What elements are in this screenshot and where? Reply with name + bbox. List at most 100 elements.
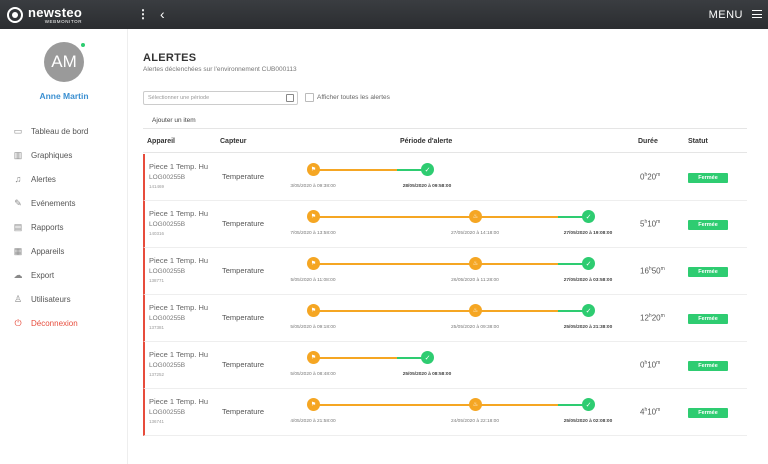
duration-cell: 0h10m <box>640 360 660 370</box>
timeline-segment <box>475 404 558 406</box>
alarm-icon[interactable]: ♨ <box>469 257 482 270</box>
sidebar-item-label: Tableau de bord <box>31 126 89 136</box>
chevron-left-icon[interactable]: ‹ <box>160 6 165 22</box>
duration-minutes-unit: m <box>660 266 665 272</box>
device-id: 140316 <box>149 231 165 236</box>
pencil-icon: ✎ <box>14 197 22 208</box>
status-badge: Fermée <box>688 220 728 230</box>
sidebar-item-6[interactable]: ☁ Export <box>12 263 88 287</box>
sidebar-item-5[interactable]: ▦ Appareils <box>12 239 88 263</box>
timeline-mid-date: 25/05/2020 à 09:38:00 <box>450 325 500 330</box>
alarm-icon[interactable]: ♨ <box>469 398 482 411</box>
user-name[interactable]: Anne Martin <box>39 91 89 101</box>
alarm-icon[interactable]: ♨ <box>469 210 482 223</box>
users-icon: ♙ <box>13 293 23 304</box>
duration-hours-unit: h <box>644 407 648 413</box>
device-name: Piece 1 Temp. Hu <box>149 256 209 265</box>
duration-minutes: 10 <box>647 407 657 417</box>
duration-minutes-unit: m <box>656 360 661 366</box>
sidebar-item-8[interactable]: ⏻ Déconnexion <box>12 311 88 335</box>
duration-hours: 16 <box>640 266 649 276</box>
timeline-segment <box>558 404 588 406</box>
duration-hours: 5 <box>640 219 645 229</box>
check-icon[interactable]: ✓ <box>582 210 595 223</box>
flag-icon[interactable]: ⚑ <box>307 257 320 270</box>
main-content: ALERTES Alertes déclenchées sur l'enviro… <box>129 29 768 464</box>
alarm-icon[interactable]: ♨ <box>469 304 482 317</box>
flag-icon[interactable]: ⚑ <box>307 351 320 364</box>
document-icon: ▤ <box>13 221 23 232</box>
check-icon[interactable]: ✓ <box>582 398 595 411</box>
table-row[interactable]: Piece 1 Temp. Hu LOG00255B 137252 Temperatu… <box>143 342 747 389</box>
sidebar-item-1[interactable]: ▥ Graphiques <box>12 143 88 167</box>
timeline-start-date: 5/05/2020 à 08:48:00 <box>290 372 336 377</box>
table-row[interactable]: Piece 1 Temp. Hu LOG00255B 137381 Temperatu… <box>143 295 747 342</box>
period-placeholder: Sélectionner une période <box>148 95 210 101</box>
timeline-end-date: 27/05/2020 à 19:08:00 <box>563 231 613 236</box>
duration-cell: 0h20m <box>640 172 660 182</box>
hamburger-icon[interactable] <box>752 10 762 18</box>
check-icon[interactable]: ✓ <box>582 257 595 270</box>
flag-icon[interactable]: ⚑ <box>307 163 320 176</box>
sidebar-item-7[interactable]: ♙ Utilisateurs <box>12 287 88 311</box>
duration-hours: 12 <box>640 313 649 323</box>
sidebar-item-2[interactable]: ♫ Alertes <box>12 167 88 191</box>
sidebar-item-0[interactable]: ▭ Tableau de bord <box>12 119 89 143</box>
check-icon[interactable]: ✓ <box>421 351 434 364</box>
device-name: Piece 1 Temp. Hu <box>149 350 209 359</box>
duration-hours: 0 <box>640 172 645 182</box>
flag-icon[interactable]: ⚑ <box>307 304 320 317</box>
device-cell: Piece 1 Temp. Hu LOG00255B 136741 <box>149 397 208 424</box>
timeline-end-date: 27/05/2020 à 03:58:00 <box>563 278 613 283</box>
sidebar-item-4[interactable]: ▤ Rapports <box>12 215 88 239</box>
more-vertical-icon[interactable]: ⋮ <box>137 7 149 21</box>
menu-button[interactable]: MENU <box>708 9 743 21</box>
table-row[interactable]: Piece 1 Temp. Hu LOG00255B 141469 Temperatu… <box>143 154 747 201</box>
table-row[interactable]: Piece 1 Temp. Hu LOG00255B 136741 Temperatu… <box>143 389 747 436</box>
calendar-icon[interactable] <box>286 94 294 102</box>
device-name: Piece 1 Temp. Hu <box>149 162 209 171</box>
sidebar-item-label: Déconnexion <box>31 318 78 328</box>
add-item-button[interactable]: Ajouter un item <box>143 113 747 129</box>
sensor-cell: Temperature <box>222 313 265 322</box>
sidebar-item-3[interactable]: ✎ Evénements <box>12 191 88 215</box>
alerts-table-body: Piece 1 Temp. Hu LOG00255B 141469 Temperatu… <box>143 154 747 436</box>
online-status-dot <box>80 42 86 48</box>
table-row[interactable]: Piece 1 Temp. Hu LOG00255B 140316 Temperatu… <box>143 201 747 248</box>
duration-cell: 4h10m <box>640 407 660 417</box>
sidebar: AM Anne Martin ▭ Tableau de bord ▥ Graphiqu… <box>0 29 128 464</box>
check-icon[interactable]: ✓ <box>421 163 434 176</box>
timeline-start-date: 5/05/2020 à 11:08:00 <box>290 278 336 283</box>
check-icon[interactable]: ✓ <box>582 304 595 317</box>
status-badge: Fermée <box>688 408 728 418</box>
avatar[interactable]: AM <box>44 42 84 82</box>
alert-timeline: ⚑ ✓ 3/05/2020 à 09:38:00 28/05/2020 à 09:58… <box>290 154 621 201</box>
top-bar: newsteo WEBMONITOR ⋮ ‹ MENU <box>0 0 768 29</box>
alert-timeline: ⚑ ✓ 5/05/2020 à 08:48:00 25/05/2020 à 08:58… <box>290 342 621 389</box>
duration-hours-unit: h <box>648 313 652 319</box>
logo-subtitle: WEBMONITOR <box>44 19 83 24</box>
power-icon: ⏻ <box>14 317 22 328</box>
device-name: Piece 1 Temp. Hu <box>149 303 209 312</box>
table-row[interactable]: Piece 1 Temp. Hu LOG00255B 138771 Temperatu… <box>143 248 747 295</box>
device-log: LOG00255B <box>149 315 186 322</box>
device-id: 136741 <box>149 419 165 424</box>
device-id: 137252 <box>149 372 165 377</box>
timeline-segment <box>558 216 588 218</box>
show-all-alerts-toggle[interactable]: Afficher toutes les alertes <box>305 93 390 102</box>
sensor-cell: Temperature <box>222 266 265 275</box>
show-all-checkbox[interactable] <box>305 93 314 102</box>
status-badge: Fermée <box>688 361 728 371</box>
duration-minutes-unit: m <box>656 407 661 413</box>
duration-minutes: 10 <box>647 219 657 229</box>
alert-timeline: ⚑ ♨ ✓ 5/05/2020 à 09:18:00 25/05/2020 à 09:3… <box>290 295 621 342</box>
period-input[interactable]: Sélectionner une période <box>143 91 298 105</box>
flag-icon[interactable]: ⚑ <box>307 398 320 411</box>
alert-timeline: ⚑ ♨ ✓ 5/05/2020 à 11:08:00 26/05/2020 à 11:2… <box>291 248 621 295</box>
timeline-end-date: 28/05/2020 à 09:58:00 <box>402 184 452 189</box>
device-id: 138771 <box>149 278 165 283</box>
logo[interactable]: newsteo WEBMONITOR <box>7 6 82 25</box>
duration-hours-unit: h <box>644 172 648 178</box>
flag-icon[interactable]: ⚑ <box>307 210 320 223</box>
sidebar-item-label: Rapports <box>31 222 64 232</box>
